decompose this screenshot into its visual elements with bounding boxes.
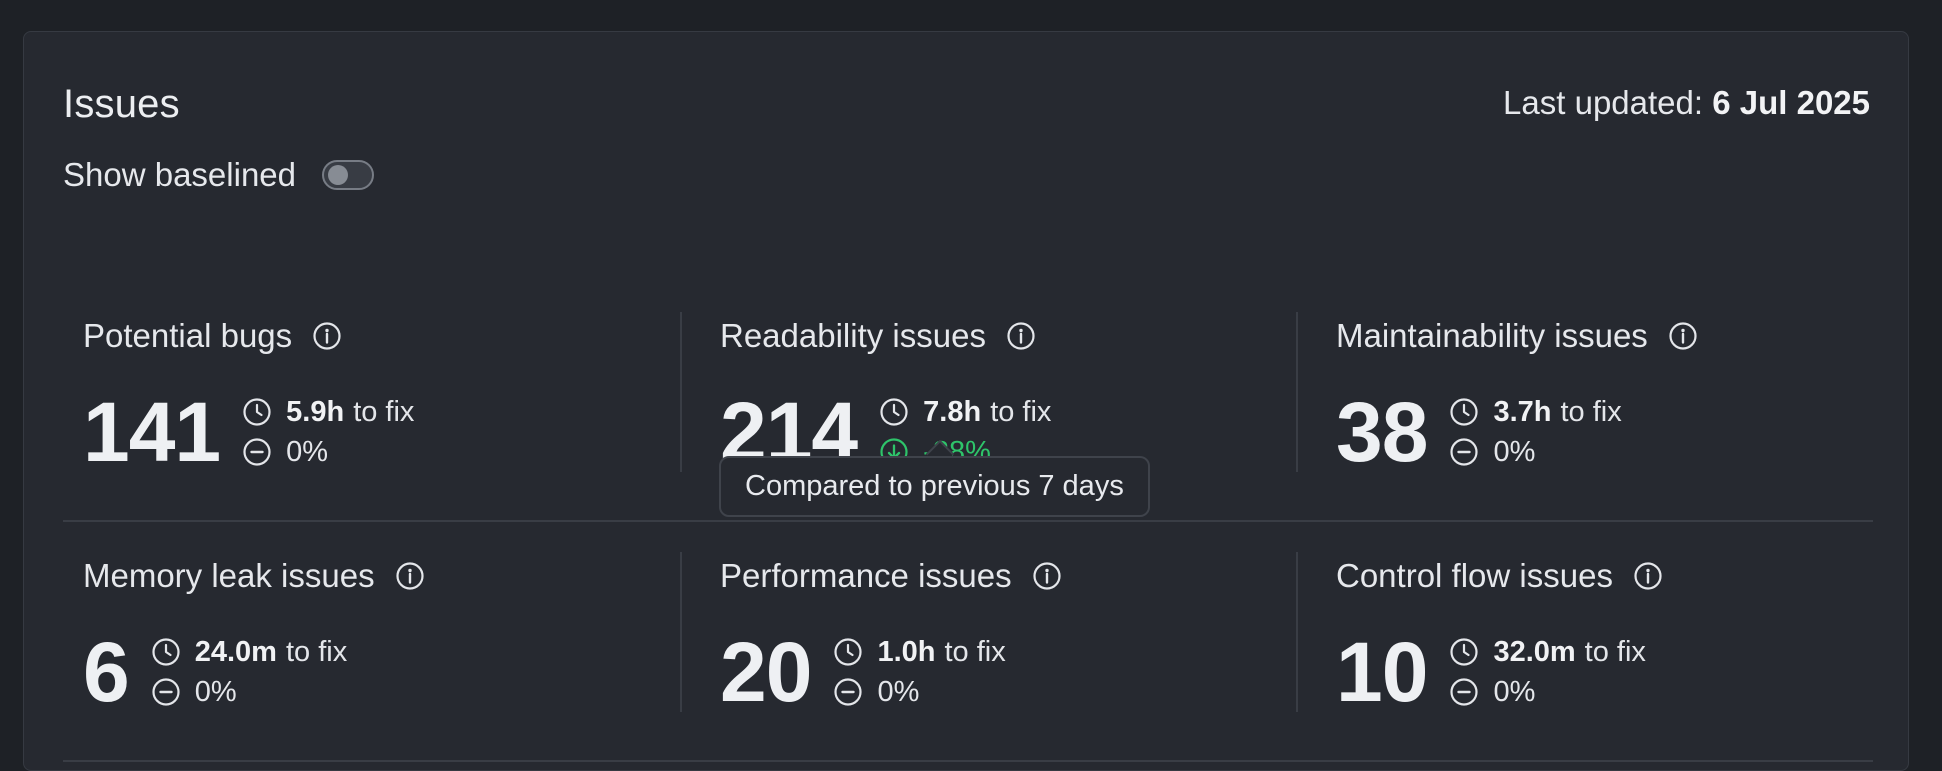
card: Potential bugs 141 5.9h to fix 0% (63, 312, 663, 474)
clock-icon (1449, 397, 1479, 427)
clock-icon (242, 397, 272, 427)
card-header: Maintainability issues (1336, 312, 1896, 360)
fix-time: 7.8h to fix (879, 396, 1051, 428)
last-updated-label: Last updated: (1503, 84, 1704, 121)
trend-tooltip: Compared to previous 7 days (719, 456, 1150, 517)
card-body: 141 5.9h to fix 0% (83, 390, 663, 474)
card-meta: 24.0m to fix 0% (151, 636, 347, 708)
card-header: Memory leak issues (83, 552, 663, 600)
fix-time: 3.7h to fix (1449, 395, 1622, 428)
minus-circle-icon (833, 677, 863, 707)
info-icon[interactable] (1668, 321, 1698, 351)
trend-change-value: 0% (1493, 435, 1536, 468)
issue-count[interactable]: 6 (83, 625, 130, 719)
trend-change[interactable]: 0% (151, 676, 347, 708)
card-body: 20 1.0h to fix 0% (720, 630, 1280, 714)
card-title: Performance issues (720, 557, 1012, 594)
trend-change-value: 0% (286, 435, 329, 468)
card-title: Potential bugs (83, 317, 293, 354)
fix-time: 24.0m to fix (151, 636, 347, 668)
minus-circle-icon (1449, 677, 1479, 707)
info-icon[interactable] (312, 321, 342, 351)
card-header: Control flow issues (1336, 552, 1896, 600)
card-title: Readability issues (720, 317, 986, 354)
trend-change-value: 0% (194, 675, 237, 708)
fix-time-value: 1.0h (877, 635, 936, 668)
fix-time-value: 5.9h (286, 395, 345, 428)
show-baselined-label: Show baselined (63, 156, 296, 193)
card-body: 6 24.0m to fix 0% (83, 630, 663, 714)
minus-circle-icon (242, 437, 272, 467)
card-meta: 1.0h to fix 0% (833, 635, 1006, 708)
issue-count[interactable]: 20 (720, 625, 812, 719)
fix-time-suffix: to fix (1560, 395, 1622, 428)
fix-time-suffix: to fix (285, 635, 348, 668)
clock-icon (833, 637, 863, 667)
card-body: 10 32.0m to fix 0% (1336, 630, 1896, 714)
trend-change-value: 0% (1493, 675, 1536, 708)
fix-time-suffix: to fix (944, 635, 1006, 668)
fix-time: 5.9h to fix (242, 396, 414, 428)
fix-time-suffix: to fix (1584, 635, 1646, 668)
trend-change[interactable]: 0% (1449, 436, 1621, 468)
card-meta: 5.9h to fix 0% (242, 396, 414, 468)
card: Performance issues 20 1.0h to fix 0% (680, 552, 1280, 714)
minus-circle-icon (1449, 437, 1479, 467)
fix-time-suffix: to fix (353, 395, 415, 428)
trend-change[interactable]: 0% (1449, 676, 1645, 708)
info-icon[interactable] (1006, 321, 1036, 351)
issue-count[interactable]: 38 (1336, 385, 1428, 479)
toggle-knob (328, 165, 348, 185)
card-title: Maintainability issues (1336, 317, 1648, 354)
issues-row: Potential bugs 141 5.9h to fix 0% Readabilit… (63, 282, 1873, 522)
clock-icon (151, 637, 181, 667)
card-header: Readability issues (720, 312, 1280, 360)
fix-time-value: 24.0m (194, 635, 277, 668)
fix-time-value: 32.0m (1493, 635, 1576, 668)
card: Readability issues 214 7.8h to fix -28% (680, 312, 1280, 474)
card: Memory leak issues 6 24.0m to fix 0% (63, 552, 663, 714)
fix-time-value: 3.7h (1493, 395, 1552, 428)
show-baselined-toggle[interactable] (322, 160, 374, 190)
clock-icon (1449, 637, 1479, 667)
clock-icon (879, 397, 909, 427)
card: Control flow issues 10 32.0m to fix 0% (1296, 552, 1896, 714)
card-title: Memory leak issues (83, 557, 375, 594)
issues-row: Memory leak issues 6 24.0m to fix 0% Perform… (63, 522, 1873, 762)
card-title: Control flow issues (1336, 557, 1613, 594)
last-updated: Last updated: 6 Jul 2025 (1503, 84, 1870, 122)
minus-circle-icon (151, 677, 181, 707)
issues-panel: Issues Last updated: 6 Jul 2025 Show bas… (23, 31, 1909, 771)
info-icon[interactable] (1032, 561, 1062, 591)
card-header: Performance issues (720, 552, 1280, 600)
issue-count[interactable]: 10 (1336, 625, 1428, 719)
trend-change[interactable]: 0% (242, 436, 414, 468)
card-meta: 3.7h to fix 0% (1449, 395, 1622, 468)
trend-change-value: 0% (877, 675, 920, 708)
fix-time-value: 7.8h (923, 395, 982, 428)
info-icon[interactable] (1633, 561, 1663, 591)
fix-time-suffix: to fix (990, 395, 1052, 428)
card: Maintainability issues 38 3.7h to fix 0% (1296, 312, 1896, 474)
card-header: Potential bugs (83, 312, 663, 360)
card-body: 38 3.7h to fix 0% (1336, 390, 1896, 474)
page-title: Issues (63, 82, 180, 126)
show-baselined-row: Show baselined (63, 156, 374, 194)
last-updated-date: 6 Jul 2025 (1712, 84, 1870, 121)
card-meta: 32.0m to fix 0% (1449, 635, 1646, 708)
issue-count[interactable]: 141 (83, 385, 221, 479)
fix-time: 1.0h to fix (833, 635, 1006, 668)
info-icon[interactable] (395, 561, 425, 591)
trend-change[interactable]: 0% (833, 676, 1005, 708)
issues-grid: Potential bugs 141 5.9h to fix 0% Readabilit… (63, 282, 1873, 762)
fix-time: 32.0m to fix (1449, 635, 1646, 668)
